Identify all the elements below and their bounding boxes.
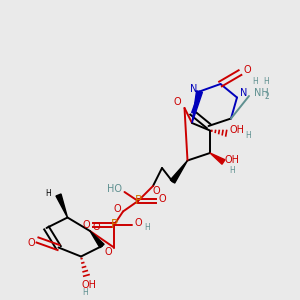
Text: HO: HO <box>106 184 122 194</box>
Polygon shape <box>56 194 68 217</box>
Text: OH: OH <box>230 125 244 136</box>
Text: OH: OH <box>81 280 96 290</box>
Text: O: O <box>159 194 167 204</box>
Text: O: O <box>28 238 35 248</box>
Text: O: O <box>104 247 112 257</box>
Text: H: H <box>252 77 258 86</box>
Text: H: H <box>245 131 251 140</box>
Text: O: O <box>152 186 160 197</box>
Text: N: N <box>240 88 247 98</box>
Text: N: N <box>190 83 197 94</box>
Polygon shape <box>90 231 104 248</box>
Text: 2: 2 <box>265 92 269 101</box>
Text: O: O <box>173 97 181 107</box>
Text: H: H <box>144 224 150 232</box>
Text: OH: OH <box>224 154 239 165</box>
Text: H: H <box>263 77 269 86</box>
Text: NH: NH <box>254 88 269 98</box>
Polygon shape <box>192 91 202 123</box>
Text: O: O <box>135 218 142 228</box>
Text: O: O <box>82 220 90 230</box>
Text: O: O <box>93 221 101 232</box>
Text: H: H <box>229 167 235 176</box>
Text: P: P <box>134 194 142 208</box>
Polygon shape <box>170 160 188 183</box>
Text: P: P <box>110 218 118 232</box>
Text: O: O <box>114 203 122 214</box>
Polygon shape <box>210 153 225 164</box>
Text: O: O <box>244 64 251 75</box>
Text: H: H <box>82 288 88 297</box>
Text: H: H <box>45 189 51 198</box>
